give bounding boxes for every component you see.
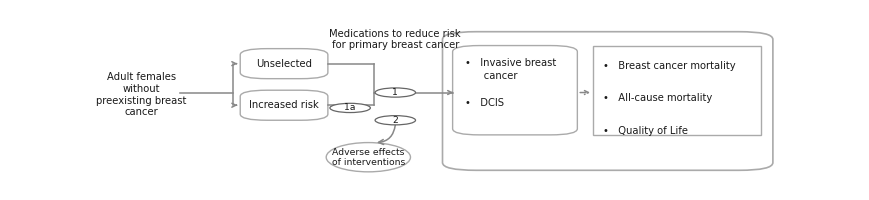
Text: 2: 2 (392, 116, 398, 125)
Text: Adult females
without
preexisting breast
cancer: Adult females without preexisting breast… (96, 72, 186, 117)
Text: Medications to reduce risk
for primary breast cancer: Medications to reduce risk for primary b… (329, 29, 461, 50)
Ellipse shape (326, 143, 410, 172)
Circle shape (375, 88, 415, 97)
Bar (592, 46, 760, 135)
Text: Adverse effects
of interventions: Adverse effects of interventions (331, 148, 405, 167)
FancyBboxPatch shape (442, 32, 772, 170)
Text: •   DCIS: • DCIS (464, 98, 503, 108)
FancyBboxPatch shape (452, 46, 577, 135)
Text: •   Breast cancer mortality: • Breast cancer mortality (602, 61, 735, 71)
Circle shape (329, 103, 370, 113)
Text: 1a: 1a (344, 103, 355, 112)
Text: Increased risk: Increased risk (249, 100, 319, 110)
Text: 1: 1 (392, 88, 398, 97)
Text: •   Quality of Life: • Quality of Life (602, 126, 687, 136)
Circle shape (375, 116, 415, 125)
Text: •   All-cause mortality: • All-cause mortality (602, 93, 712, 103)
Text: •   Invasive breast
      cancer: • Invasive breast cancer (464, 58, 555, 81)
Text: Unselected: Unselected (255, 59, 312, 69)
FancyBboxPatch shape (240, 90, 328, 120)
FancyBboxPatch shape (240, 49, 328, 79)
